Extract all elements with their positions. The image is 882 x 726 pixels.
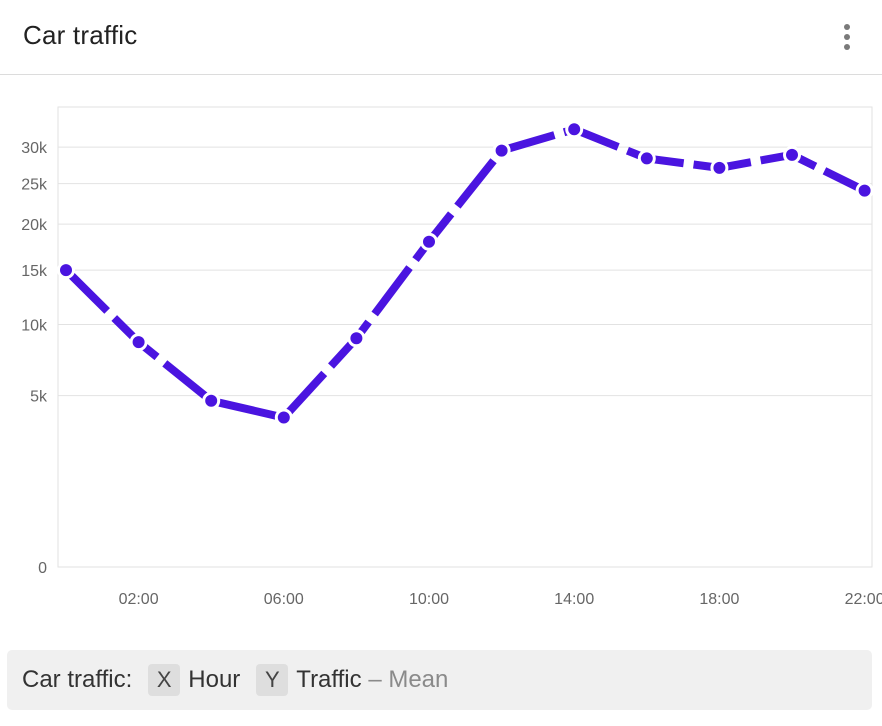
line-chart: 0 5k 10k 15k 20k 25k 30k 02:00 06:00 10:00 14:00 1…	[21, 106, 882, 608]
plot-frame	[57, 106, 873, 568]
menu-dot	[844, 34, 850, 40]
data-point	[274, 408, 293, 427]
grid	[57, 106, 873, 568]
encoding-legend: Car traffic: X Hour Y Traffic – Mean	[7, 650, 872, 710]
y-tick-label: 10k	[21, 318, 48, 335]
data-point	[129, 333, 148, 352]
y-field-name: Traffic	[296, 666, 362, 693]
y-tick-label: 20k	[21, 217, 48, 234]
series-line	[63, 125, 867, 422]
card-header: Car traffic	[0, 0, 882, 75]
data-point	[57, 261, 75, 280]
x-tick-label: 22:00	[845, 591, 882, 608]
legend-prefix-text: Car traffic	[22, 666, 126, 693]
data-point	[565, 120, 584, 139]
data-point	[783, 145, 801, 164]
series-points	[57, 120, 874, 427]
x-field-label[interactable]: Hour	[188, 666, 241, 693]
legend-separator: :	[125, 666, 133, 693]
more-vertical-icon[interactable]	[832, 20, 862, 54]
y-tick-label: 30k	[21, 140, 48, 157]
data-point	[420, 232, 438, 251]
data-point	[347, 329, 366, 348]
y-axis: 0 5k 10k 15k 20k 25k 30k	[21, 140, 48, 577]
x-tick-label: 06:00	[264, 591, 304, 608]
x-axis: 02:00 06:00 10:00 14:00 18:00 22:00	[119, 591, 882, 608]
data-point	[855, 181, 874, 200]
x-tick-label: 10:00	[409, 591, 449, 608]
x-tick-label: 18:00	[699, 591, 739, 608]
menu-dot	[844, 44, 850, 50]
y-tick-label: 15k	[21, 263, 48, 280]
y-badge[interactable]: Y	[256, 664, 289, 696]
x-tick-label: 14:00	[554, 591, 594, 608]
x-badge[interactable]: X	[148, 664, 181, 696]
series-line-path	[63, 125, 867, 422]
card-title: Car traffic	[23, 20, 138, 50]
menu-dot	[844, 24, 850, 30]
legend-prefix: Car traffic:	[22, 666, 132, 694]
y-field-label[interactable]: Traffic – Mean	[296, 666, 448, 694]
y-tick-label: 25k	[21, 177, 48, 194]
y-aggregation: – Mean	[368, 666, 449, 693]
data-point	[637, 149, 656, 168]
y-tick-label: 0	[38, 560, 47, 577]
data-point	[492, 141, 511, 160]
data-point	[710, 158, 729, 177]
y-tick-label: 5k	[30, 389, 48, 406]
data-point	[202, 391, 221, 410]
x-tick-label: 02:00	[119, 591, 159, 608]
